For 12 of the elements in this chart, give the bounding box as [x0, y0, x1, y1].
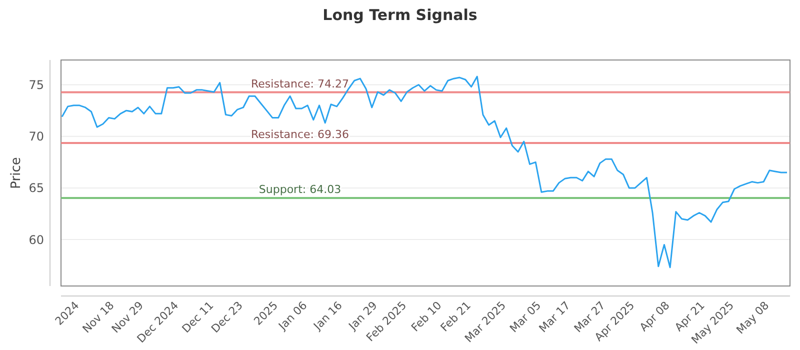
line-series [61, 76, 788, 268]
x-tick-label: Apr 08 [637, 298, 672, 334]
ref-line-label: Resistance: 74.27 [251, 77, 349, 90]
y-tick-label: 75 [28, 78, 44, 92]
x-tick-label: Jan 16 [310, 298, 345, 334]
y-axis-title: Price [9, 157, 24, 189]
y-tick-label: 65 [28, 181, 44, 196]
y-tick-label: 70 [28, 130, 44, 144]
y-tick-label: 60 [28, 232, 44, 247]
ref-line-label: Support: 64.03 [258, 182, 342, 196]
chart-title: Long Term Signals [322, 6, 478, 24]
ref-line-label: Resistance: 69.36 [251, 128, 349, 141]
